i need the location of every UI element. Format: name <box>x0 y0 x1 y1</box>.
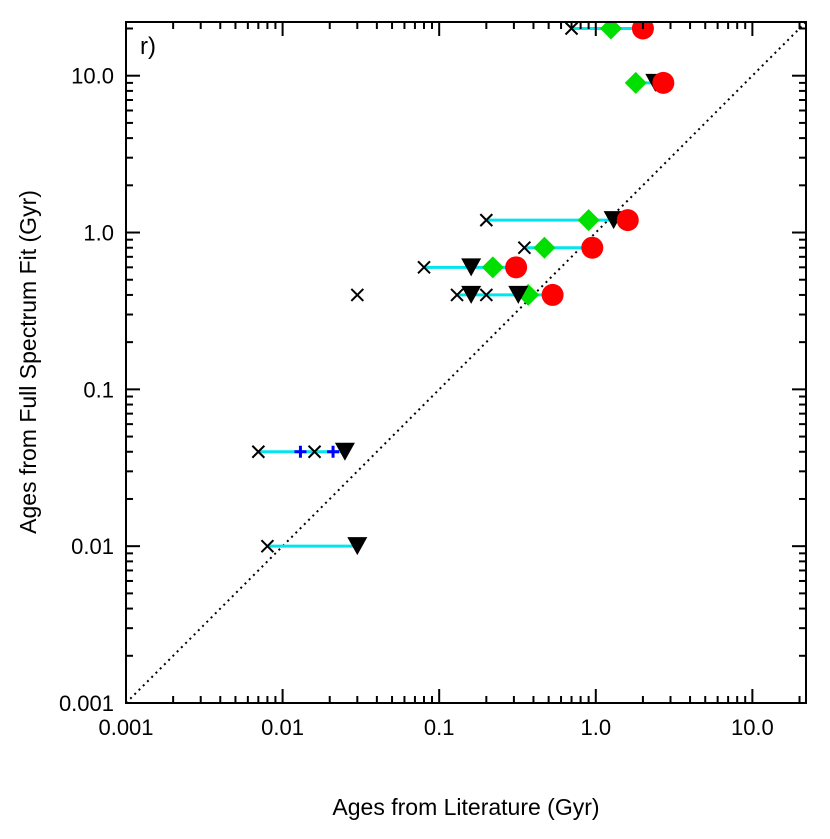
black-cross-point <box>307 445 322 459</box>
black-cross-point <box>517 241 532 255</box>
green-diamond-point <box>533 236 556 259</box>
red-circle-point <box>541 283 564 306</box>
black-cross-point <box>479 288 494 302</box>
x-tick-label: 0.01 <box>261 715 304 740</box>
x-tick-label: 0.1 <box>424 715 455 740</box>
black-triangle-point <box>334 442 355 461</box>
plot-frame <box>125 21 807 704</box>
red-circle-point <box>631 22 654 40</box>
x-tick-label: 10.0 <box>731 715 774 740</box>
y-tick-label: 0.001 <box>59 691 114 716</box>
axis-ticks <box>125 22 806 704</box>
black-cross-point <box>350 288 365 302</box>
plot-content <box>126 22 806 703</box>
x-tick-label: 1.0 <box>580 715 611 740</box>
black-triangle-point <box>461 285 482 304</box>
black-triangle-point <box>508 285 529 304</box>
y-tick-label: 1.0 <box>83 221 114 246</box>
blue-plus-point <box>294 445 307 458</box>
y-tick-label: 10.0 <box>71 64 114 89</box>
black-cross-point <box>251 445 266 459</box>
blue-plus-point <box>327 445 340 458</box>
x-tick-label: 0.001 <box>98 715 153 740</box>
green-diamond-point <box>481 256 504 279</box>
green-diamond-point <box>599 22 622 40</box>
green-diamond-point <box>624 71 647 94</box>
black-cross-point <box>417 260 431 275</box>
red-circle-point <box>581 236 604 259</box>
red-circle-point <box>652 71 675 94</box>
black-cross-point <box>260 539 275 553</box>
y-axis-title: Ages from Full Spectrum Fit (Gyr) <box>15 190 41 534</box>
one-to-one-line <box>126 22 806 703</box>
black-cross-point <box>450 288 464 302</box>
green-diamond-point <box>577 209 600 232</box>
x-axis-title: Ages from Literature (Gyr) <box>332 794 599 820</box>
black-triangle-point <box>347 537 368 556</box>
red-circle-point <box>505 256 528 279</box>
black-cross-point <box>479 213 494 227</box>
panel-label: r) <box>140 33 156 60</box>
y-tick-label: 0.1 <box>83 377 114 402</box>
y-tick-label: 0.01 <box>71 534 114 559</box>
black-triangle-point <box>461 258 482 277</box>
red-circle-point <box>616 209 639 232</box>
